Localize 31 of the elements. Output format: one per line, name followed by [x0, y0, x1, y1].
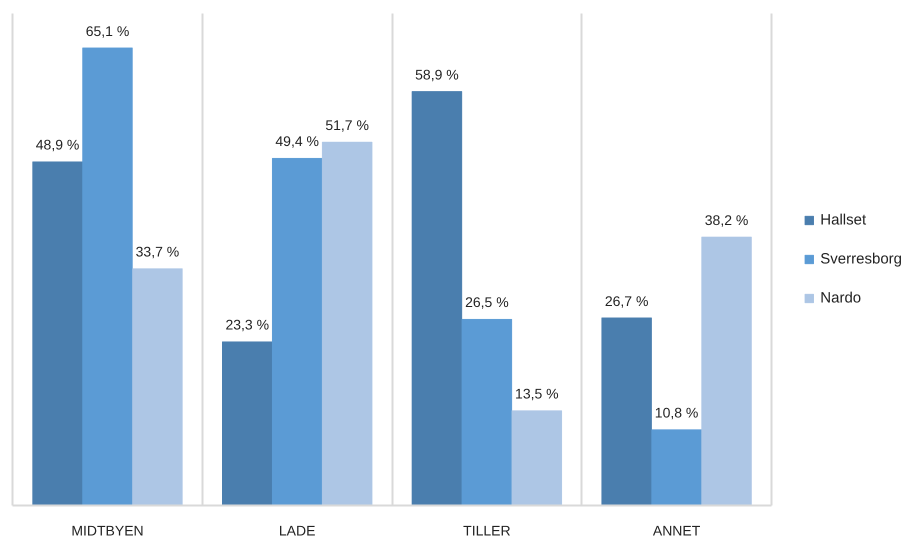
- bar: [601, 318, 652, 506]
- data-label: 26,7 %: [604, 292, 648, 309]
- data-label: 10,8 %: [654, 404, 698, 421]
- bar: [412, 91, 462, 506]
- legend-label: Sverresborg: [820, 250, 902, 268]
- bar: [512, 410, 562, 506]
- bar: [222, 341, 272, 506]
- bar: [272, 158, 322, 506]
- data-label: 26,5 %: [465, 294, 509, 310]
- x-tick-label: LADE: [278, 522, 316, 538]
- data-label: 38,2 %: [704, 212, 748, 228]
- data-label: 58,9 %: [415, 66, 459, 82]
- data-label: 65,1 %: [86, 22, 130, 39]
- bar: [701, 236, 752, 506]
- legend-label: Nardo: [820, 290, 862, 306]
- data-label: 23,3 %: [225, 316, 270, 333]
- data-label: 33,7 %: [136, 244, 180, 260]
- bar: [132, 268, 183, 506]
- data-label: 48,9 %: [36, 136, 80, 153]
- bar: [322, 142, 372, 506]
- data-label: 51,7 %: [325, 117, 369, 134]
- data-label: 49,4 %: [275, 133, 319, 150]
- x-tick-label: MIDTBYEN: [71, 522, 144, 538]
- data-label: 13,5 %: [515, 386, 559, 402]
- bar: [82, 48, 133, 506]
- x-tick-label: TILLER: [463, 522, 511, 538]
- legend-label: Hallset: [820, 212, 866, 228]
- bar: [462, 318, 512, 506]
- x-tick-label: ANNET: [652, 522, 701, 538]
- bar: [32, 161, 83, 506]
- bar: [651, 429, 702, 506]
